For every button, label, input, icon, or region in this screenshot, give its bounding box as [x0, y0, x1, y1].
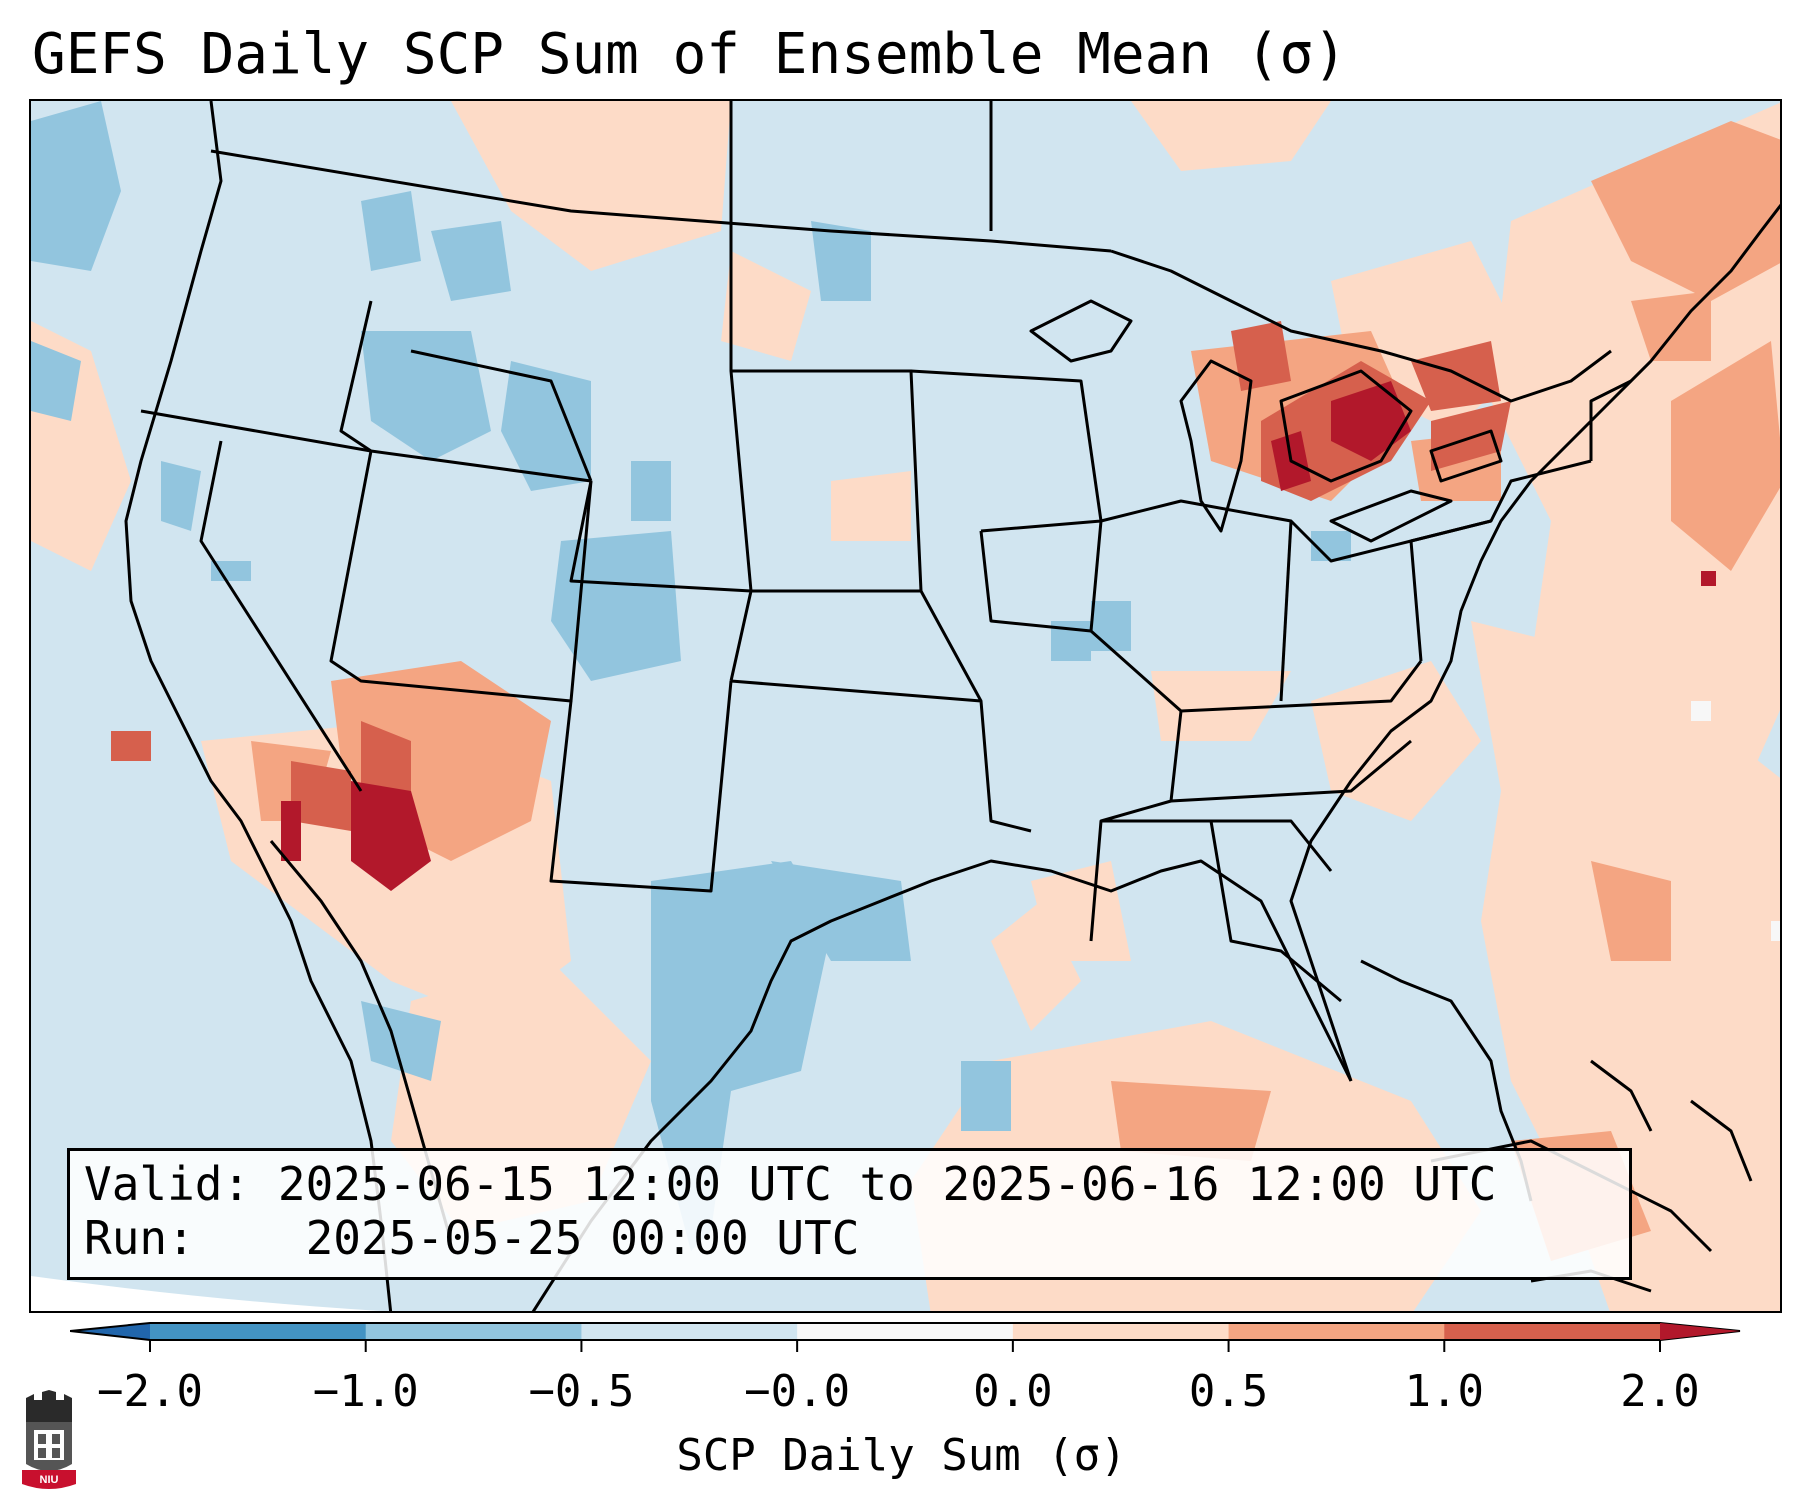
anomaly-near-zero [1691, 701, 1780, 941]
colorbar-bin [1444, 1323, 1661, 1340]
colorbar-tick-label: −1.0 [312, 1366, 419, 1417]
valid-run-box: Valid: 2025-06-15 12:00 UTC to 2025-06-1… [67, 1148, 1632, 1280]
run-value: 2025-05-25 00:00 UTC [305, 1211, 860, 1265]
colorbar-tick-label: 0.5 [1188, 1366, 1269, 1417]
anomaly-positive-light [31, 101, 1780, 1311]
logo-text: NIU [40, 1474, 59, 1486]
colorbar-overflow [1660, 1323, 1740, 1340]
colorbar-ticks [149, 1340, 1661, 1352]
valid-value: 2025-06-15 12:00 UTC to 2025-06-16 12:00… [277, 1157, 1497, 1211]
colorbar-tick-label: −2.0 [97, 1366, 203, 1417]
colorbar-tick-label: −0.5 [528, 1366, 635, 1417]
colorbar-label: SCP Daily Sum (σ) [676, 1430, 1127, 1481]
colorbar-bin [797, 1323, 1014, 1340]
colorbar-bin [581, 1323, 798, 1340]
map-svg [31, 101, 1780, 1311]
colorbar [70, 1322, 1741, 1352]
chart-title: GEFS Daily SCP Sum of Ensemble Mean (σ) [32, 22, 1347, 87]
valid-label: Valid: [84, 1157, 251, 1211]
colorbar-tick-label: 0.0 [973, 1366, 1053, 1417]
map-panel [29, 99, 1782, 1313]
colorbar-bin [1228, 1323, 1445, 1340]
run-label: Run: [84, 1211, 195, 1265]
projection-edge [31, 1276, 382, 1311]
colorbar-underflow [70, 1323, 150, 1340]
colorbar-bins [70, 1322, 1741, 1341]
colorbar-bin [365, 1323, 582, 1340]
colorbar-bin [150, 1323, 367, 1340]
colorbar-tick-label: −0.0 [744, 1366, 851, 1417]
colorbar-tick-label: 1.0 [1404, 1366, 1485, 1417]
colorbar-tick-label: 2.0 [1620, 1366, 1700, 1417]
colorbar-bin [1012, 1323, 1230, 1340]
boundaries [124, 101, 1780, 1311]
niu-logo: NIU [22, 1390, 76, 1489]
